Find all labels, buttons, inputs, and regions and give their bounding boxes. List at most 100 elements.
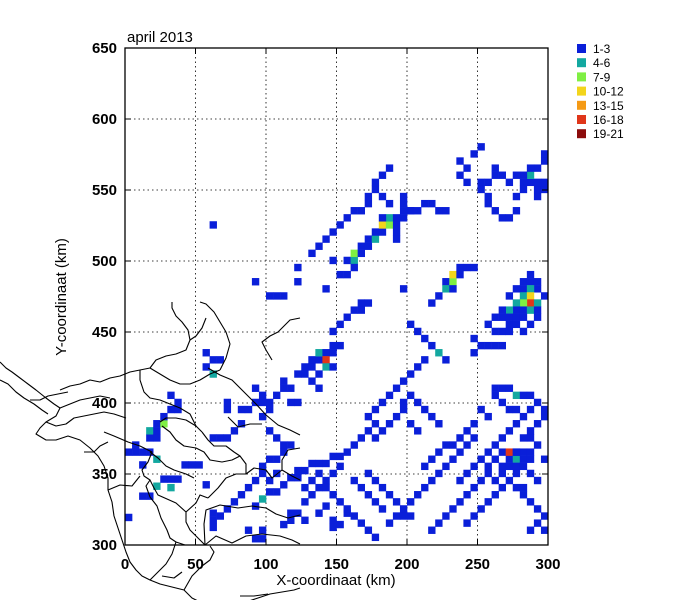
heatmap-cell (526, 299, 535, 307)
heatmap-cell (329, 327, 337, 336)
heatmap-cell (315, 483, 323, 492)
heatmap-cell (350, 441, 358, 449)
heatmap-cell (533, 505, 542, 513)
heatmap-cell (287, 398, 295, 407)
heatmap-cell (294, 509, 302, 517)
legend-swatch (577, 44, 586, 53)
heatmap-cell (421, 462, 429, 471)
heatmap-cell (322, 476, 330, 485)
heatmap-cell (322, 349, 330, 357)
heatmap-cell (174, 475, 182, 483)
heatmap-cell (505, 320, 514, 329)
heatmap-cell (258, 469, 267, 478)
heatmap-cell (519, 178, 528, 187)
x-tick-label: 100 (253, 556, 278, 573)
heatmap-cell (399, 512, 408, 520)
heatmap-cell (456, 171, 464, 179)
heatmap-cell (484, 412, 492, 421)
heatmap-cell (153, 482, 161, 490)
heatmap-cell (533, 313, 542, 321)
legend-swatch (577, 72, 586, 82)
heatmap-cell (456, 263, 464, 272)
heatmap-cell (251, 398, 260, 407)
legend-swatch (577, 100, 586, 110)
heatmap-cell (343, 509, 351, 517)
heatmap-cell (160, 475, 168, 483)
heatmap-cell (463, 441, 471, 449)
heatmap-cell (399, 199, 408, 208)
heatmap-cell (378, 214, 387, 222)
heatmap-cell (442, 512, 450, 520)
heatmap-cell (484, 341, 492, 350)
heatmap-cell (498, 434, 506, 442)
heatmap-cell (146, 434, 154, 442)
heatmap-cell (428, 455, 436, 463)
heatmap-cell (385, 519, 394, 527)
heatmap-cell (209, 509, 217, 517)
heatmap-cell (435, 448, 443, 456)
heatmap-cell (519, 434, 528, 442)
heatmap-cell (209, 221, 217, 229)
heatmap-cell (385, 164, 394, 172)
heatmap-cell (308, 491, 316, 499)
heatmap-cell (421, 356, 429, 364)
heatmap-cell (442, 207, 450, 215)
heatmap-cell (378, 505, 387, 513)
heatmap-cell (251, 384, 260, 392)
heatmap-cell (308, 476, 316, 485)
heatmap-cell (294, 278, 302, 286)
heatmap-cell (519, 299, 528, 307)
x-tick-label: 0 (121, 556, 129, 573)
heatmap-cell (336, 452, 344, 461)
heatmap-cell (371, 178, 380, 187)
heatmap-cell (287, 509, 295, 517)
heatmap-cell (378, 398, 387, 407)
heatmap-cell (519, 391, 528, 400)
heatmap-cell (294, 370, 302, 378)
heatmap-cell (526, 391, 535, 400)
heatmap-cell (526, 469, 535, 478)
heatmap-cell (484, 320, 492, 329)
heatmap-cell (371, 434, 380, 442)
heatmap-cell (491, 341, 499, 350)
heatmap-cell (385, 199, 394, 208)
heatmap-cell (512, 299, 521, 307)
heatmap-cell (139, 492, 147, 500)
heatmap-cell (526, 306, 535, 314)
heatmap-cell (273, 455, 281, 463)
heatmap-cell (414, 327, 422, 336)
heatmap-cell (484, 469, 492, 478)
heatmap-cell (399, 214, 408, 222)
heatmap-cell (414, 207, 422, 215)
heatmap-cell (378, 228, 387, 236)
heatmap-cell (364, 526, 373, 534)
heatmap-cell (329, 469, 337, 478)
heatmap-cell (244, 526, 253, 534)
heatmap-cell (216, 512, 224, 520)
heatmap-cell (505, 178, 514, 187)
heatmap-cell (329, 341, 337, 350)
heatmap-cell (519, 491, 528, 499)
heatmap-cell (505, 427, 514, 435)
heatmap-cell (280, 441, 288, 449)
heatmap-cell (498, 214, 506, 222)
x-tick-label: 200 (394, 556, 419, 573)
heatmap-cell (519, 292, 528, 300)
heatmap-cell (329, 516, 337, 524)
heatmap-cell (280, 384, 288, 392)
heatmap-cell (336, 270, 344, 279)
heatmap-cell (350, 256, 358, 265)
heatmap-cell (519, 412, 528, 421)
heatmap-cell (125, 513, 133, 522)
heatmap-cell (392, 235, 401, 243)
heatmap-cell (498, 398, 506, 407)
heatmap-cell (153, 455, 161, 463)
heatmap-cell (519, 313, 528, 321)
heatmap-cell (364, 491, 373, 499)
heatmap-cell (301, 483, 309, 492)
heatmap-cell (329, 523, 337, 532)
heatmap-cell (266, 455, 274, 463)
heatmap-cell (378, 171, 387, 179)
heatmap-cell (188, 461, 196, 469)
heatmap-cell (470, 349, 478, 357)
